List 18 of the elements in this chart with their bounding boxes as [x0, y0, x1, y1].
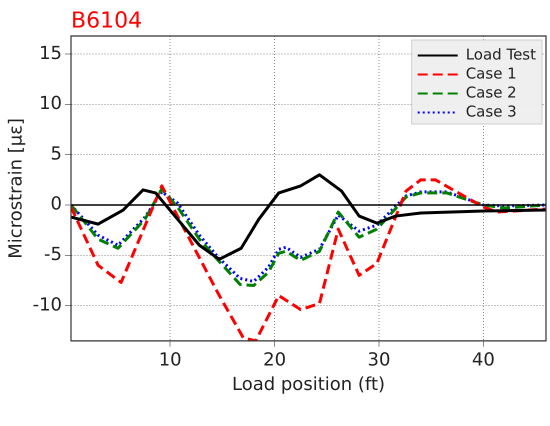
y-tick-label: 0 [50, 194, 62, 215]
y-axis-title: Microstrain [με] [5, 118, 26, 259]
x-axis-title: Load position (ft) [232, 374, 386, 395]
legend-label: Case 2 [466, 83, 517, 102]
y-tick-label: -10 [32, 294, 62, 316]
y-tick-label: 5 [50, 143, 62, 164]
x-tick-label: 10 [158, 349, 182, 370]
x-tick-label: 20 [263, 349, 286, 370]
x-tick-label: 40 [472, 349, 495, 370]
legend-label: Load Test [466, 45, 536, 64]
legend-label: Case 1 [466, 64, 517, 82]
y-tick-label: 15 [39, 42, 62, 64]
legend-label: Case 3 [466, 102, 517, 120]
y-tick-label: 10 [39, 93, 62, 114]
y-tick-label: -5 [44, 244, 62, 265]
line-series [71, 178, 546, 341]
x-tick-label: 30 [368, 349, 390, 370]
chart-title: B6104 [71, 8, 142, 34]
